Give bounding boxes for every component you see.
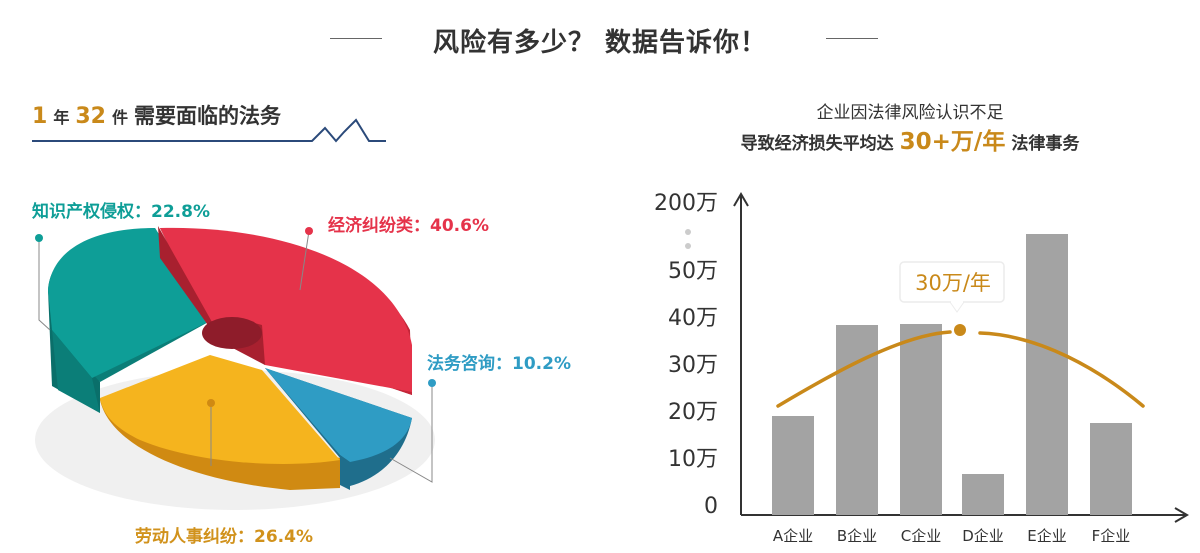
- pie-label-ip: 知识产权侵权：22.8%: [32, 202, 210, 222]
- axis-break-dot-1: [685, 243, 691, 249]
- bar-D企业: [962, 474, 1004, 515]
- x-tick-label: D企业: [962, 527, 1004, 545]
- leader-labor-dot: [207, 399, 215, 407]
- heading-underline: [32, 118, 386, 143]
- x-tick-label: C企业: [901, 527, 941, 545]
- page-title: 风险有多少？ 数据告诉你！: [432, 28, 768, 58]
- case-count: 32: [75, 104, 106, 129]
- pie-slice-economic: [158, 226, 412, 395]
- x-tick-label: F企业: [1092, 527, 1131, 545]
- x-tick-label: B企业: [837, 527, 877, 545]
- y-tick-label: 50万: [668, 259, 718, 284]
- pie-slice-consult: [265, 368, 412, 490]
- x-tick-label: A企业: [773, 527, 813, 545]
- bar-C企业: [900, 324, 942, 515]
- pie-label-consult: 法务咨询：10.2%: [427, 354, 571, 374]
- right-subtitle-1: 企业因法律风险认识不足: [816, 103, 1004, 123]
- bar-chart: 0 10万 20万 30万 40万 50万 200万 A企业 B企业 C企业 D企业 E企业 F企业 30…: [654, 191, 1189, 545]
- y-tick-label: 0: [704, 494, 718, 519]
- pie-hub: [202, 317, 262, 349]
- subtitle-highlight: 30+万/年: [899, 129, 1006, 155]
- x-axis-arrow: [1174, 507, 1189, 523]
- year-unit: 年: [53, 108, 70, 127]
- callout-pointer: [949, 301, 965, 313]
- pie-label-labor: 劳动人事纠纷：26.4%: [135, 527, 313, 547]
- case-unit: 件: [111, 108, 128, 127]
- trend-peak-dot: [954, 324, 966, 336]
- bar-A企业: [772, 416, 814, 515]
- pie-chart: [35, 226, 436, 510]
- y-tick-label: 20万: [668, 400, 718, 425]
- x-tick-label: E企业: [1027, 527, 1066, 545]
- axis-break-dot-0: [685, 229, 691, 235]
- y-tick-label: 30万: [668, 353, 718, 378]
- leader-consult-dot: [428, 379, 436, 387]
- right-subtitle-2: 导致经济损失平均达 30+万/年 法律事务: [680, 122, 1140, 156]
- header-right-rule: [826, 38, 878, 39]
- y-axis-arrow: [733, 192, 749, 207]
- bar-E企业: [1026, 234, 1068, 515]
- callout-label: 30万/年: [915, 271, 991, 295]
- subtitle-prefix: 导致经济损失平均达: [740, 134, 894, 154]
- leader-consult: [389, 383, 433, 483]
- leader-ip: [38, 238, 51, 331]
- subtitle-suffix: 法律事务: [1011, 134, 1080, 154]
- year-count: 1: [32, 104, 48, 129]
- leader-economic-dot: [305, 227, 313, 235]
- trend-line-left: [776, 330, 952, 408]
- y-tick-label: 200万: [654, 191, 718, 216]
- leader-economic: [299, 230, 310, 291]
- bar-F企业: [1090, 423, 1132, 515]
- pie-label-economic: 经济纠纷类：40.6%: [328, 216, 489, 236]
- trend-line-right: [978, 331, 1145, 408]
- leader-ip-dot: [35, 234, 43, 242]
- left-heading: 1 年 32 件需要面临的法务: [32, 100, 281, 130]
- y-tick-label: 40万: [668, 306, 718, 331]
- header-left-rule: [330, 38, 382, 39]
- y-tick-label: 10万: [668, 447, 718, 472]
- pie-slice-labor: [100, 355, 340, 490]
- left-heading-text: 需要面临的法务: [133, 104, 281, 128]
